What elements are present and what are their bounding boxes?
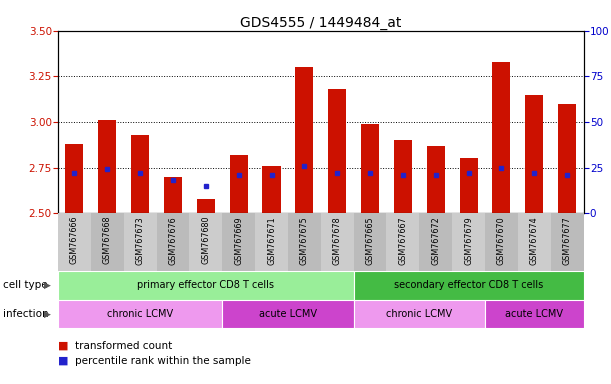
- Bar: [189, 213, 222, 271]
- Bar: [123, 213, 156, 271]
- Bar: [263, 166, 280, 213]
- Bar: [452, 213, 485, 271]
- Text: GSM767666: GSM767666: [70, 216, 79, 265]
- Bar: [230, 155, 247, 213]
- Bar: [91, 213, 123, 271]
- Text: GSM767669: GSM767669: [234, 216, 243, 265]
- Text: GSM767668: GSM767668: [103, 216, 112, 265]
- Bar: [459, 159, 478, 213]
- Text: GSM767672: GSM767672: [431, 216, 440, 265]
- Text: GSM767679: GSM767679: [464, 216, 473, 265]
- Bar: [197, 199, 215, 213]
- Bar: [321, 213, 354, 271]
- Text: ■: ■: [58, 341, 68, 351]
- Text: GSM767674: GSM767674: [530, 216, 539, 265]
- Bar: [361, 124, 379, 213]
- Bar: [295, 67, 313, 213]
- Bar: [98, 120, 116, 213]
- Text: chronic LCMV: chronic LCMV: [107, 309, 173, 319]
- Text: acute LCMV: acute LCMV: [505, 309, 563, 319]
- Bar: [131, 135, 149, 213]
- Text: GSM767671: GSM767671: [267, 216, 276, 265]
- Text: transformed count: transformed count: [75, 341, 172, 351]
- Text: primary effector CD8 T cells: primary effector CD8 T cells: [137, 280, 274, 290]
- Bar: [551, 213, 584, 271]
- Bar: [156, 213, 189, 271]
- Text: GSM767677: GSM767677: [563, 216, 571, 265]
- Bar: [354, 300, 485, 328]
- Bar: [419, 213, 452, 271]
- Bar: [558, 104, 576, 213]
- Text: secondary effector CD8 T cells: secondary effector CD8 T cells: [394, 280, 543, 290]
- Bar: [164, 177, 182, 213]
- Bar: [222, 213, 255, 271]
- Bar: [65, 144, 84, 213]
- Bar: [426, 146, 445, 213]
- Bar: [58, 213, 91, 271]
- Bar: [58, 300, 222, 328]
- Bar: [354, 213, 386, 271]
- Text: ▶: ▶: [44, 310, 51, 318]
- Bar: [525, 94, 543, 213]
- Text: chronic LCMV: chronic LCMV: [386, 309, 452, 319]
- Text: GSM767670: GSM767670: [497, 216, 506, 265]
- Text: cell type: cell type: [3, 280, 48, 290]
- Text: ▶: ▶: [44, 281, 51, 290]
- Bar: [485, 300, 584, 328]
- Text: acute LCMV: acute LCMV: [259, 309, 317, 319]
- Text: GSM767667: GSM767667: [398, 216, 408, 265]
- Text: GSM767676: GSM767676: [169, 216, 177, 265]
- Bar: [518, 213, 551, 271]
- Bar: [492, 62, 510, 213]
- Text: infection: infection: [3, 309, 49, 319]
- Bar: [288, 213, 321, 271]
- Bar: [222, 300, 354, 328]
- Bar: [328, 89, 346, 213]
- Text: GSM767665: GSM767665: [365, 216, 375, 265]
- Text: GSM767675: GSM767675: [300, 216, 309, 265]
- Bar: [354, 271, 584, 300]
- Bar: [255, 213, 288, 271]
- Bar: [387, 213, 419, 271]
- Text: GSM767678: GSM767678: [333, 216, 342, 265]
- Text: percentile rank within the sample: percentile rank within the sample: [75, 356, 251, 366]
- Text: GSM767680: GSM767680: [202, 216, 210, 265]
- Text: ■: ■: [58, 356, 68, 366]
- Title: GDS4555 / 1449484_at: GDS4555 / 1449484_at: [240, 16, 401, 30]
- Text: GSM767673: GSM767673: [136, 216, 145, 265]
- Bar: [394, 140, 412, 213]
- Bar: [58, 271, 354, 300]
- Bar: [485, 213, 518, 271]
